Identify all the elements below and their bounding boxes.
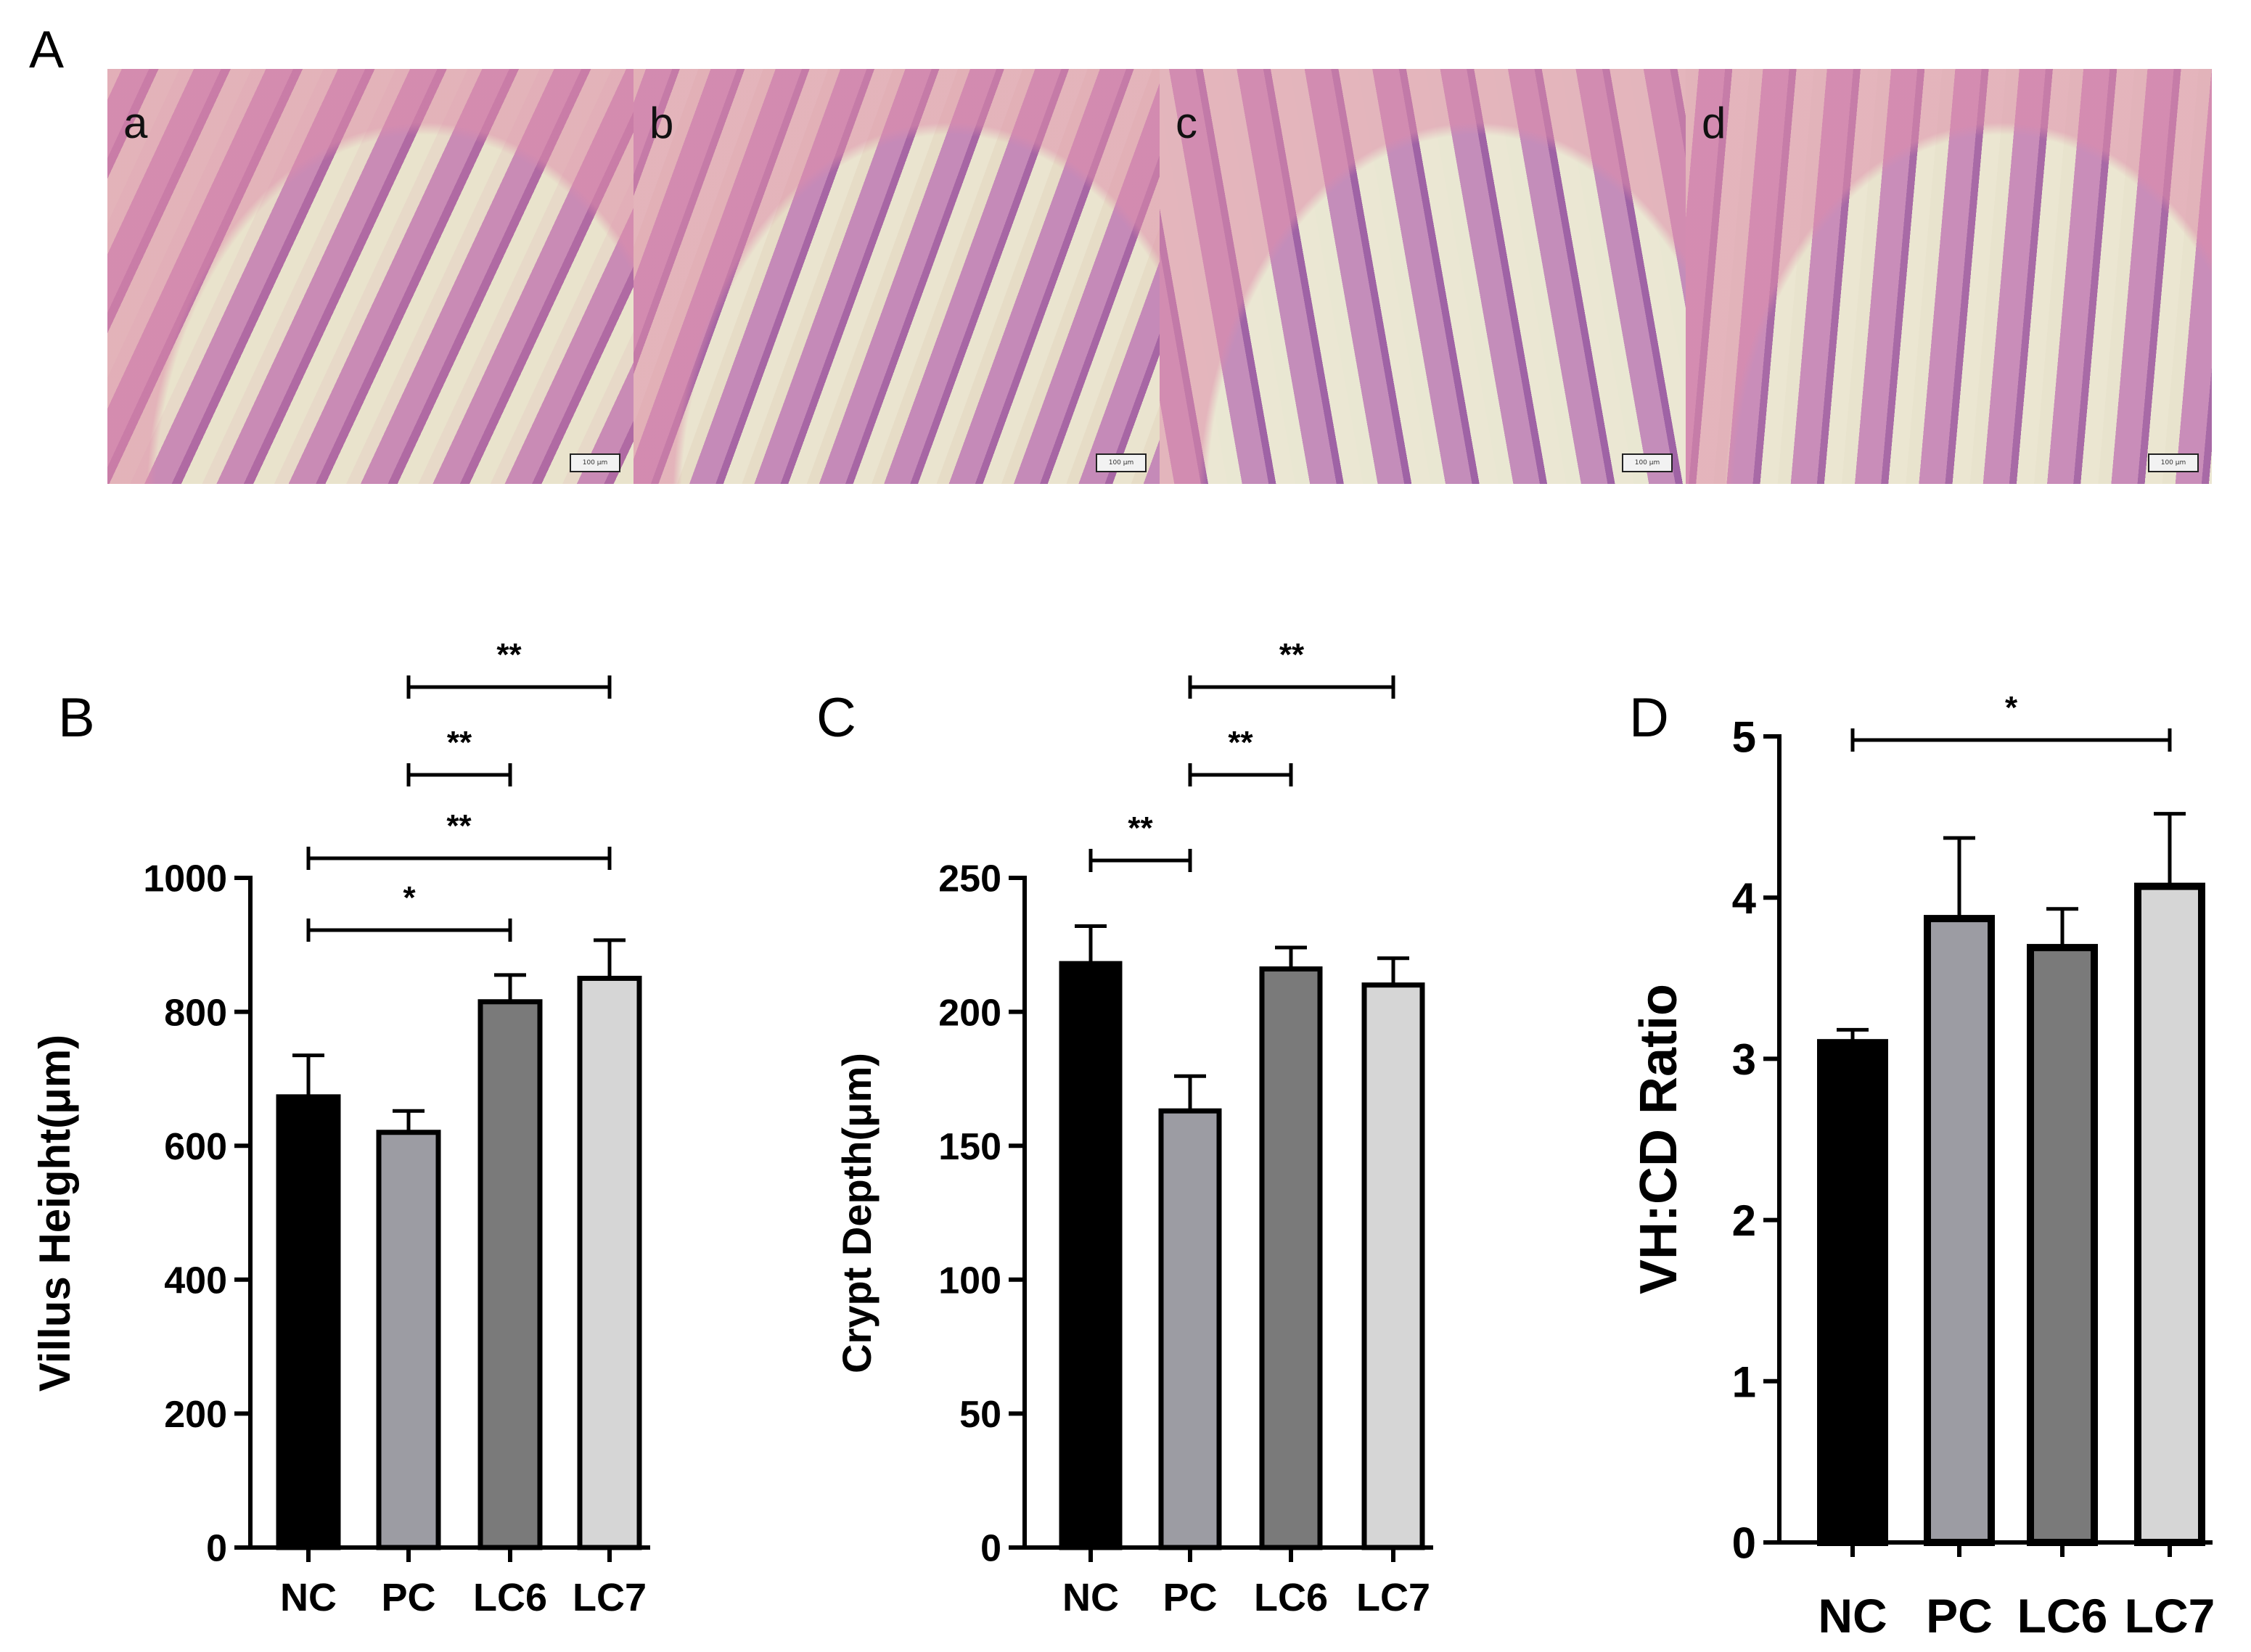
x-tick-label: NC <box>1818 1589 1887 1643</box>
bar-nc <box>1059 961 1123 1550</box>
bar-lc7 <box>577 975 642 1550</box>
tissue-layer <box>107 69 634 484</box>
scale-bar: 100 μm <box>570 453 620 472</box>
bar-lc6 <box>2027 944 2098 1547</box>
micrograph-label: a <box>123 99 148 147</box>
panel-letter: D <box>1629 687 1669 749</box>
y-tick-label: 100 <box>938 1260 1001 1302</box>
x-tick-label: LC7 <box>1356 1576 1430 1619</box>
micrograph-label: c <box>1176 99 1197 147</box>
tissue-layer <box>634 69 1160 484</box>
x-tick-label: LC7 <box>2125 1589 2215 1643</box>
y-tick-label: 3 <box>1732 1035 1756 1084</box>
bar-nc <box>1817 1039 1888 1547</box>
significance-label: ** <box>1228 725 1253 760</box>
y-axis-label: Villus Height(μm) <box>30 1035 79 1392</box>
micrograph-label: d <box>1702 99 1726 147</box>
y-axis-label: Crypt Depth(μm) <box>834 1053 880 1373</box>
significance-label: ** <box>446 808 472 844</box>
y-tick-label: 0 <box>980 1528 1001 1570</box>
bar-pc <box>1158 1108 1222 1550</box>
scale-bar: 100 μm <box>1622 453 1673 472</box>
scale-bar: 100 μm <box>1096 453 1147 472</box>
y-tick-label: 1 <box>1732 1357 1756 1406</box>
y-tick-label: 600 <box>164 1126 227 1168</box>
y-tick-label: 200 <box>164 1394 227 1436</box>
significance-label: * <box>403 880 416 916</box>
y-tick-label: 250 <box>938 858 1001 900</box>
x-tick-label: NC <box>280 1576 337 1619</box>
tissue-layer <box>1160 69 1686 484</box>
bar-lc6 <box>1259 966 1323 1550</box>
significance-label: ** <box>496 637 522 673</box>
x-tick-label: LC6 <box>2017 1589 2108 1643</box>
y-axis-label: VH:CD Ratio <box>1630 984 1688 1294</box>
x-tick-label: PC <box>381 1576 435 1619</box>
y-tick-label: 800 <box>164 992 227 1034</box>
micrograph-b: b 100 μm <box>634 69 1160 484</box>
bar-lc7 <box>1361 982 1425 1550</box>
y-tick-label: 200 <box>938 992 1001 1034</box>
x-tick-label: LC6 <box>1254 1576 1328 1619</box>
panel-letter: C <box>816 687 856 749</box>
bar-lc6 <box>477 999 543 1550</box>
bar-pc <box>1924 915 1995 1547</box>
micrograph-d: d 100 μm <box>1686 69 2212 484</box>
y-tick-label: 2 <box>1732 1196 1756 1245</box>
y-tick-label: 1000 <box>143 858 227 900</box>
y-tick-label: 0 <box>1732 1519 1756 1568</box>
micrograph-strip: a 100 μm b 100 μm c 100 μm d 100 μm <box>107 69 2212 484</box>
x-tick-label: LC7 <box>573 1576 647 1619</box>
x-tick-label: PC <box>1163 1576 1217 1619</box>
micrograph-a: a 100 μm <box>107 69 634 484</box>
panel-letter: B <box>58 687 95 749</box>
y-tick-label: 400 <box>164 1260 227 1302</box>
y-tick-label: 50 <box>959 1394 1001 1436</box>
y-tick-label: 150 <box>938 1126 1001 1168</box>
bar-lc7 <box>2134 882 2205 1546</box>
bar-nc <box>276 1094 341 1550</box>
scale-bar: 100 μm <box>2148 453 2199 472</box>
bar-pc <box>376 1130 441 1550</box>
micrograph-c: c 100 μm <box>1160 69 1686 484</box>
tissue-layer <box>1686 69 2212 484</box>
y-tick-label: 0 <box>206 1528 227 1570</box>
x-tick-label: PC <box>1926 1589 1993 1643</box>
significance-label: ** <box>1279 637 1305 673</box>
micrograph-label: b <box>649 99 674 147</box>
panel-letter-a: A <box>29 21 65 79</box>
significance-label: ** <box>447 725 472 760</box>
y-tick-label: 5 <box>1732 713 1756 762</box>
significance-label: * <box>2005 690 2018 726</box>
x-tick-label: LC6 <box>473 1576 547 1619</box>
x-tick-label: NC <box>1062 1576 1119 1619</box>
y-tick-label: 4 <box>1732 874 1757 923</box>
significance-label: ** <box>1128 810 1153 846</box>
